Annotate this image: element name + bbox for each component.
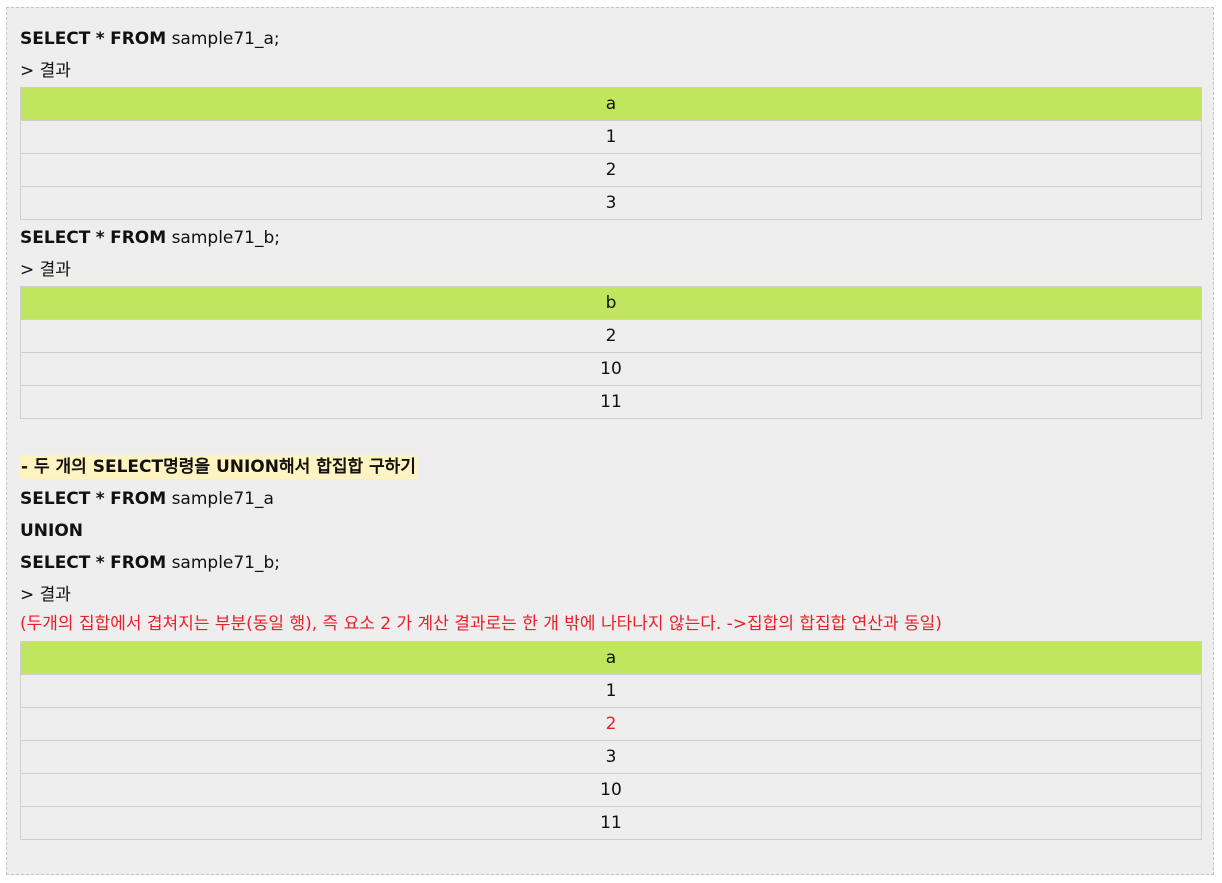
table-cell: 10 (20, 773, 1202, 807)
result-label-3: > 결과 (20, 585, 71, 605)
sql-keyword-from: FROM (110, 29, 167, 49)
sql-table-name: sample71_a; (171, 29, 280, 49)
table-row: 10 (20, 352, 1202, 386)
section-heading: - 두 개의 SELECT명령을 UNION해서 합집합 구하기 (20, 455, 417, 479)
table-row: 3 (20, 740, 1202, 774)
result-table-1: a 1 2 3 (20, 87, 1202, 220)
table-row: 2 (20, 153, 1202, 187)
result-label-1: > 결과 (20, 61, 71, 81)
sql-table-name: sample71_a (171, 489, 274, 509)
sql-keyword-from: FROM (110, 489, 167, 509)
table-row: 11 (20, 806, 1202, 840)
sql-star: * (95, 29, 105, 49)
table-cell: 3 (20, 186, 1202, 220)
table-row: 1 (20, 120, 1202, 154)
table-cell: 11 (20, 385, 1202, 419)
explanation-note: (두개의 집합에서 겹쳐지는 부분(동일 행), 즉 요소 2 가 계산 결과로… (20, 614, 942, 634)
sql-query-1: SELECT * FROM sample71_a; (20, 25, 1202, 57)
sql-keyword-select: SELECT (20, 29, 91, 49)
table-cell: 10 (20, 352, 1202, 386)
document-body: SELECT * FROM sample71_a; > 결과 a 1 2 3 S… (20, 25, 1202, 840)
sql-query-3-line-3: SELECT * FROM sample71_b; (20, 549, 1202, 581)
table-row: 11 (20, 385, 1202, 419)
table-header: a (20, 87, 1202, 121)
sql-keyword-from: FROM (110, 228, 167, 248)
sql-star: * (95, 228, 105, 248)
table-cell: 11 (20, 806, 1202, 840)
table-cell-highlighted: 2 (20, 707, 1202, 741)
sql-table-name: sample71_b; (171, 553, 281, 573)
sql-table-name: sample71_b; (171, 228, 281, 248)
sql-keyword-union: UNION (20, 521, 84, 541)
sql-keyword-select: SELECT (20, 553, 91, 573)
table-row: 2 (20, 319, 1202, 353)
sql-keyword-from: FROM (110, 553, 167, 573)
sql-keyword-select: SELECT (20, 489, 91, 509)
table-header: a (20, 641, 1202, 675)
result-table-2: b 2 10 11 (20, 286, 1202, 419)
sql-keyword-select: SELECT (20, 228, 91, 248)
table-header: b (20, 286, 1202, 320)
sql-star: * (95, 553, 105, 573)
table-row: 3 (20, 186, 1202, 220)
sql-query-2: SELECT * FROM sample71_b; (20, 224, 1202, 256)
content-panel: SELECT * FROM sample71_a; > 결과 a 1 2 3 S… (6, 7, 1214, 875)
spacer (20, 419, 1202, 453)
table-row: 2 (20, 707, 1202, 741)
sql-query-3-line-1: SELECT * FROM sample71_a (20, 485, 1202, 517)
result-table-3: a 1 2 3 10 11 (20, 641, 1202, 840)
sql-star: * (95, 489, 105, 509)
table-cell: 1 (20, 120, 1202, 154)
table-row: 10 (20, 773, 1202, 807)
section-heading-row: - 두 개의 SELECT명령을 UNION해서 합집합 구하기 (20, 453, 1202, 485)
table-cell: 3 (20, 740, 1202, 774)
table-cell: 2 (20, 153, 1202, 187)
result-label-2: > 결과 (20, 260, 71, 280)
table-cell: 1 (20, 674, 1202, 708)
table-cell: 2 (20, 319, 1202, 353)
table-row: 1 (20, 674, 1202, 708)
